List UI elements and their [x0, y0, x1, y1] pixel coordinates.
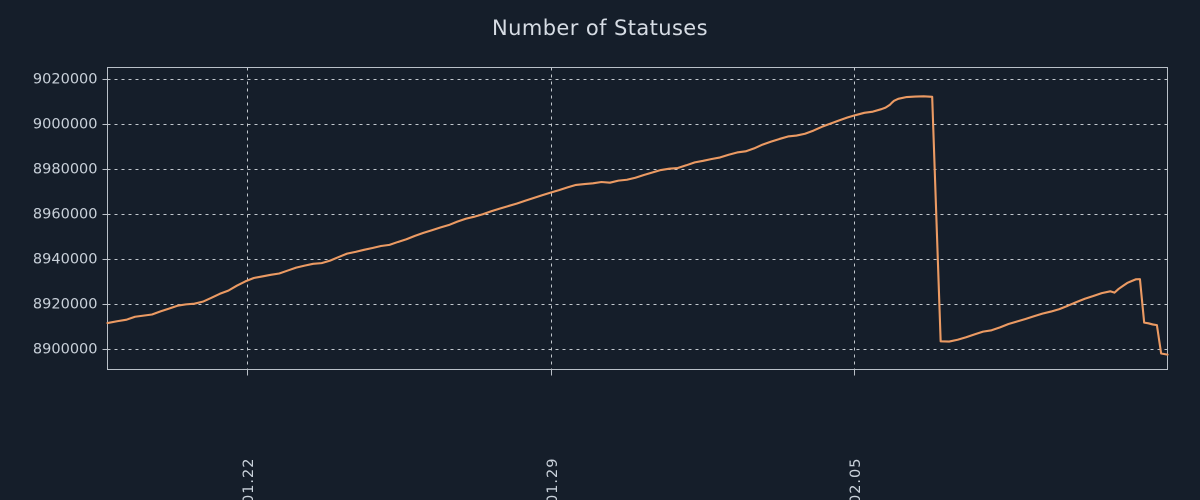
y-tick-label: 8940000 [33, 252, 98, 268]
x-gridlines [247, 67, 855, 370]
y-gridlines [107, 79, 1168, 350]
x-tick-label: 2026.01.29 [545, 458, 561, 500]
y-tick-label: 8920000 [33, 297, 98, 313]
chart-title: Number of Statuses [492, 16, 708, 40]
axis-tickmarks [102, 78, 856, 376]
x-tick-label: 2026.01.22 [241, 458, 257, 500]
x-axis-tick-labels: 2026.01.22 2026.01.29 2026.02.05 [241, 458, 864, 500]
y-tick-label: 9020000 [33, 72, 98, 88]
series-line [106, 95, 1169, 356]
axis-frame [106, 66, 1169, 371]
y-axis-tick-labels: 8900000 8920000 8940000 8960000 8980000 90000… [33, 72, 98, 358]
y-tick-label: 8980000 [33, 162, 98, 178]
data-series-group [106, 95, 1169, 356]
y-tick-label: 9000000 [33, 117, 98, 133]
plot-frame [106, 66, 1169, 371]
y-tick-label: 8900000 [33, 342, 98, 358]
y-tick-label: 8960000 [33, 207, 98, 223]
x-tick-label: 2026.02.05 [848, 458, 864, 500]
